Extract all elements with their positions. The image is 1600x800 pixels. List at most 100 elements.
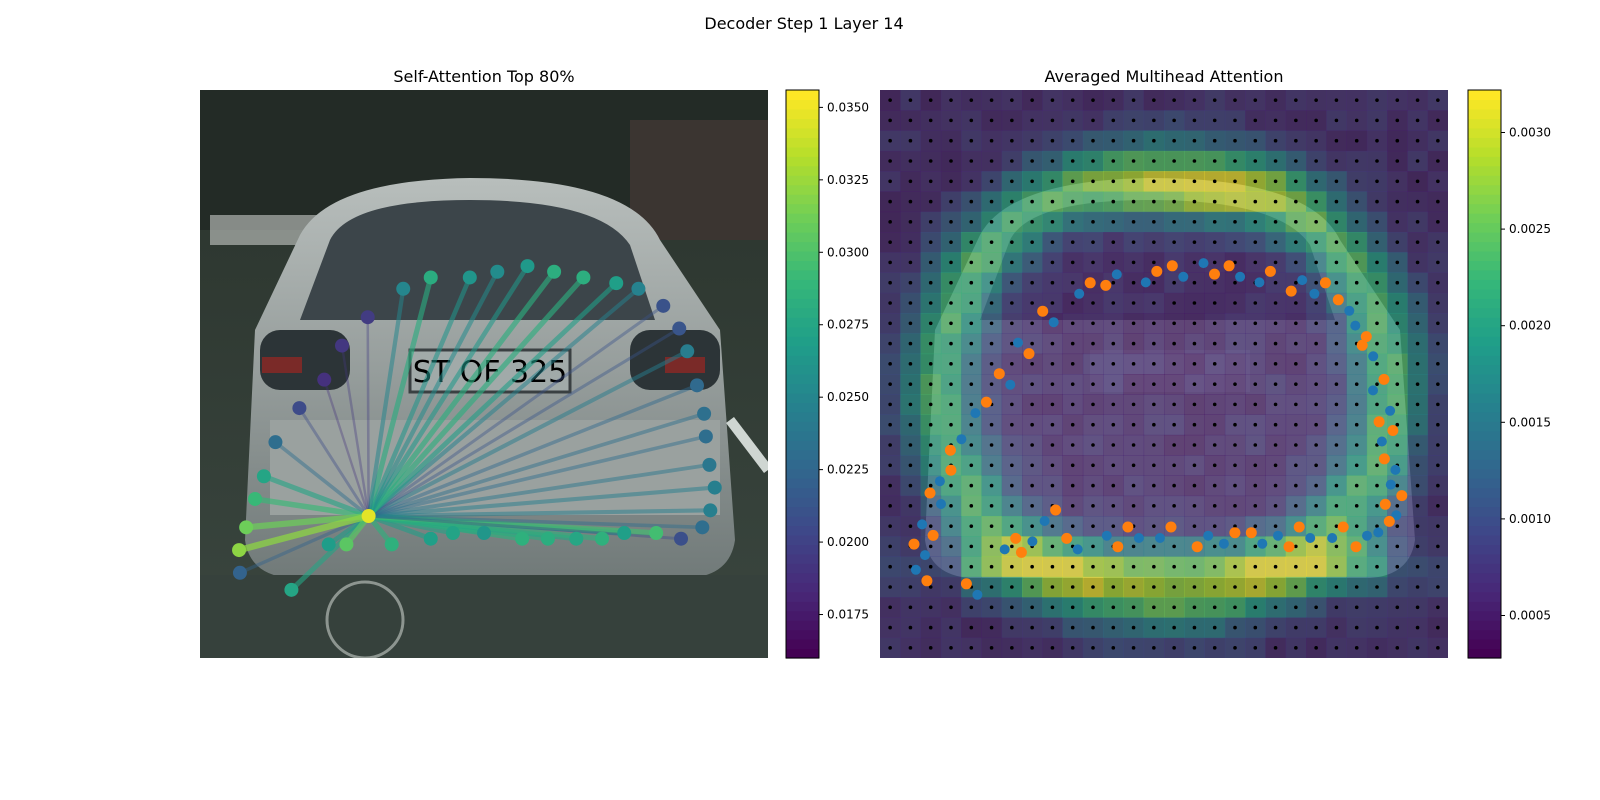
attention-line — [366, 383, 699, 518]
grid-point — [1253, 646, 1258, 650]
grid-point — [989, 422, 994, 427]
colorbar-tick-label: 0.0225 — [827, 463, 869, 477]
grid-point — [1030, 402, 1034, 407]
grid-point — [1314, 138, 1318, 143]
attention-point — [361, 509, 376, 523]
reference-point — [1235, 271, 1246, 282]
grid-point — [1070, 118, 1075, 123]
grid-point — [888, 240, 892, 244]
grid-point — [1334, 138, 1339, 143]
grid-point — [1233, 240, 1237, 244]
grid-point — [1436, 321, 1440, 326]
grid-point — [1172, 585, 1176, 589]
grid-point — [1375, 605, 1379, 610]
grid-point — [1131, 199, 1136, 204]
grid-point — [1172, 321, 1176, 326]
grid-point — [1354, 625, 1359, 630]
attention-point — [672, 321, 687, 336]
sampled-point — [1223, 260, 1235, 272]
grid-point — [1172, 159, 1176, 163]
grid-point — [969, 138, 974, 143]
grid-point — [1314, 422, 1318, 427]
grid-point — [1091, 564, 1095, 569]
grid-point — [949, 199, 953, 204]
grid-point — [1253, 605, 1258, 610]
grid-point — [1415, 504, 1420, 508]
grid-point — [1111, 301, 1116, 305]
attention-line — [366, 315, 370, 518]
grid-point — [1294, 159, 1298, 163]
grid-point — [1354, 362, 1359, 366]
grid-point — [1192, 280, 1197, 285]
grid-point — [969, 240, 974, 244]
grid-point — [949, 280, 953, 285]
grid-point — [1212, 402, 1217, 407]
self-attention-colorbar: 0.0175 0.0200 0.0225 0.0250 0.0275 0.0300 0.03… — [785, 89, 869, 659]
grid-point — [969, 564, 974, 569]
grid-point — [1030, 483, 1034, 488]
grid-point — [1070, 260, 1075, 265]
grid-point — [1334, 646, 1339, 650]
grid-point — [1172, 646, 1176, 650]
reference-point — [1297, 275, 1308, 286]
reference-point — [1203, 530, 1214, 541]
attention-point — [617, 526, 632, 541]
grid-point — [1314, 321, 1318, 326]
grid-point — [969, 321, 974, 326]
grid-point — [1314, 341, 1318, 346]
grid-point — [1131, 138, 1136, 143]
sampled-point — [1122, 521, 1134, 533]
colorbar-segment — [1468, 629, 1501, 640]
grid-point — [1233, 605, 1237, 610]
colorbar-segment — [1468, 269, 1501, 280]
grid-point — [989, 199, 994, 204]
grid-point — [1192, 321, 1197, 326]
grid-point — [1192, 605, 1197, 610]
grid-point — [1436, 402, 1440, 407]
grid-point — [1212, 605, 1217, 610]
grid-point — [1111, 280, 1116, 285]
grid-point — [1091, 402, 1095, 407]
grid-point — [1375, 220, 1379, 224]
attention-line — [366, 286, 641, 519]
grid-point — [1375, 564, 1379, 569]
grid-point — [1294, 362, 1298, 366]
colorbar-segment — [1468, 468, 1501, 479]
grid-point — [969, 179, 974, 184]
grid-point — [1375, 382, 1379, 386]
colorbar-segment — [786, 355, 819, 366]
sampled-point — [1166, 260, 1178, 272]
self-attention-title: Self-Attention Top 80% — [393, 67, 574, 86]
grid-point — [1273, 605, 1278, 610]
grid-point — [888, 504, 892, 508]
grid-point — [1436, 179, 1440, 184]
grid-point — [1253, 625, 1258, 630]
grid-point — [1233, 280, 1237, 285]
grid-point — [1395, 118, 1400, 123]
grid-point — [928, 382, 933, 386]
grid-point — [1212, 199, 1217, 204]
grid-point — [1273, 280, 1278, 285]
grid-point — [1334, 402, 1339, 407]
grid-point — [1070, 483, 1075, 488]
grid-point — [1375, 280, 1379, 285]
colorbar-segment — [786, 572, 819, 583]
colorbar-segment — [1468, 298, 1501, 309]
colorbar-segment — [786, 459, 819, 470]
grid-point — [969, 646, 974, 650]
grid-point — [1436, 301, 1440, 305]
colorbar-segment — [786, 232, 819, 243]
grid-point — [1030, 199, 1034, 204]
grid-point — [1334, 382, 1339, 386]
grid-point — [1111, 199, 1116, 204]
reference-point — [917, 519, 928, 530]
grid-point — [1415, 443, 1420, 447]
colorbar-segment — [786, 269, 819, 280]
grid-point — [1294, 138, 1298, 143]
colorbar-segment — [786, 194, 819, 205]
grid-point — [1253, 321, 1258, 326]
grid-point — [1192, 98, 1197, 102]
sampled-point — [1209, 268, 1220, 280]
attention-point — [702, 457, 717, 472]
